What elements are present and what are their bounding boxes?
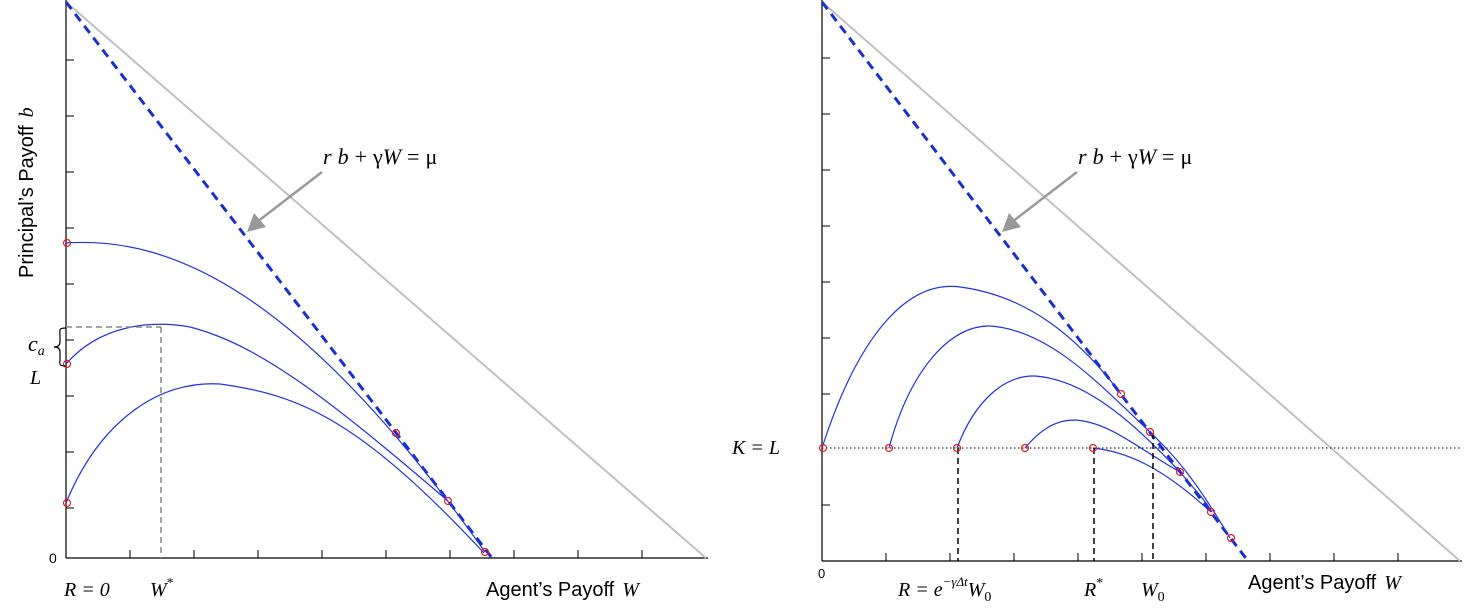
left-diagonal-line (65, 1, 707, 559)
right-label-R-expression: R = e−γΔtW0 (897, 574, 991, 605)
left-origin-label: 0 (49, 550, 57, 566)
left-curve-top (65, 241, 486, 553)
right-x-axis-label: Agent’s Payoff W (1248, 572, 1403, 594)
right-equation-label: r b + γW = μ (1078, 144, 1192, 169)
right-marker (1020, 443, 1030, 453)
left-arrow-head (247, 213, 266, 232)
right-marker (1226, 533, 1236, 543)
left-label-wstar: W* (150, 576, 174, 601)
left-dashed-line (64, 1, 494, 559)
right-equation-arrow (1011, 171, 1078, 223)
right-marker (1175, 467, 1185, 477)
left-label-ca: ca (28, 331, 45, 359)
left-marker (62, 359, 72, 369)
left-equation-arrow (256, 171, 323, 223)
right-curve-5 (1092, 447, 1212, 513)
right-marker (1206, 507, 1216, 517)
left-marker (62, 498, 72, 508)
right-marker (952, 443, 962, 453)
right-curve-3 (956, 375, 1213, 513)
left-equation-label: r b + γW = μ (323, 144, 437, 169)
left-x-axis-label: Agent’s Payoff W (486, 579, 641, 601)
right-origin-label: 0 (818, 566, 825, 581)
right-curve-4 (1024, 419, 1181, 473)
right-arrow-head (1002, 213, 1021, 232)
left-label-R0: R = 0 (63, 579, 110, 601)
right-marker (818, 443, 828, 453)
left-y-ticks (66, 59, 74, 509)
left-curve-middle (65, 323, 449, 502)
left-marker (480, 547, 490, 557)
right-y-ticks (822, 57, 830, 506)
right-panel: 0 K = L R = e−γΔtW0 R* W0 Agent’s Payoff… (731, 0, 1462, 605)
right-markers (818, 389, 1236, 543)
right-marker (884, 443, 894, 453)
right-curve-1 (821, 285, 1122, 449)
right-dashed-line (820, 1, 1250, 562)
left-panel: 0 L ca R = 0 W* Agent’s Payoff W Principa… (16, 0, 708, 601)
left-x-ticks (129, 550, 643, 558)
right-curve-2 (888, 325, 1231, 539)
left-ca-brace (53, 327, 67, 367)
left-label-L: L (29, 367, 41, 389)
right-marker (1088, 443, 1098, 453)
left-y-axis-label: Principal’s Payoffb (16, 107, 38, 278)
right-x-ticks (885, 553, 1399, 561)
left-marker (443, 496, 453, 506)
right-label-KL: K = L (731, 437, 780, 459)
svg-text:Principal’s Payoffb: Principal’s Payoffb (16, 107, 38, 278)
left-marker (391, 428, 401, 438)
left-markers (62, 238, 490, 557)
right-diagonal-line (821, 1, 1461, 562)
right-label-rstar: R* (1083, 576, 1103, 601)
left-curve-bottom (65, 383, 485, 554)
right-label-w0: W0 (1141, 579, 1165, 605)
right-marker (1145, 427, 1155, 437)
left-marker (62, 238, 72, 248)
right-marker (1116, 389, 1126, 399)
